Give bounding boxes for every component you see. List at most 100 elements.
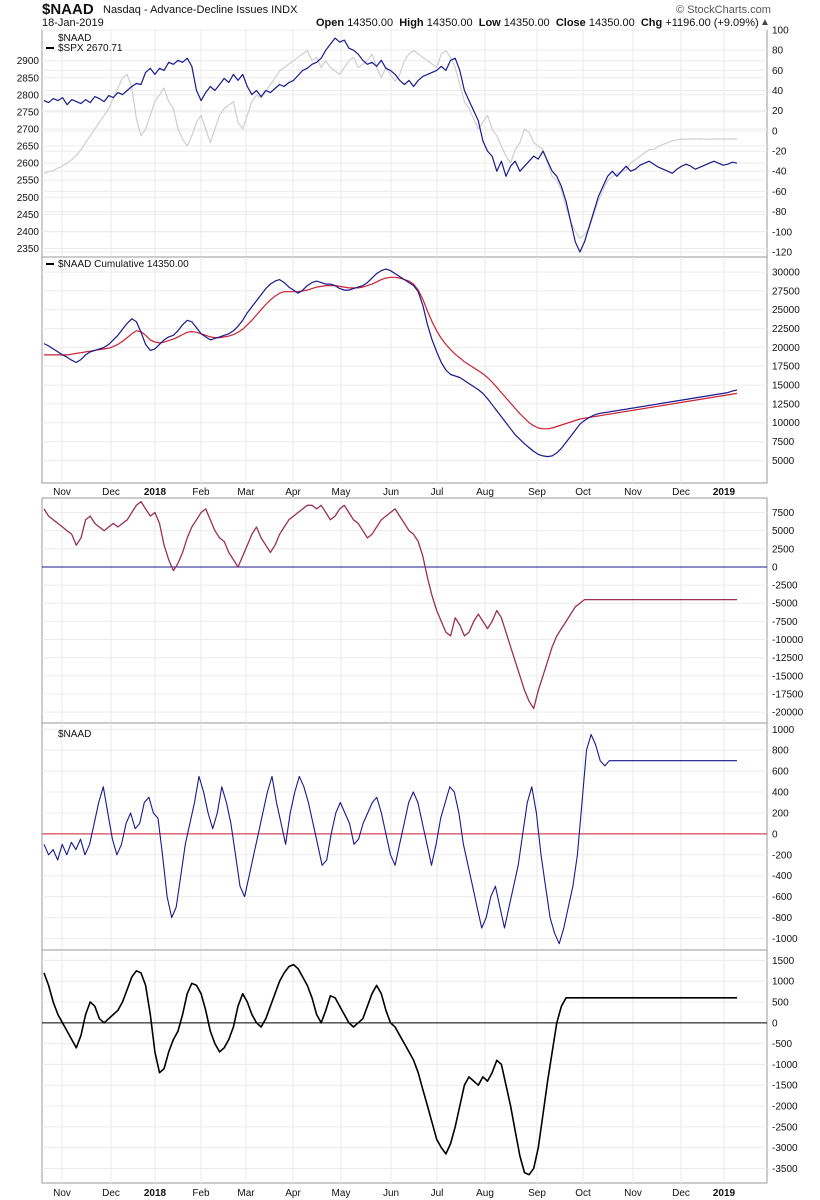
tick-label-right: -2500 [772,581,798,592]
tick-label-right: -15000 [772,671,804,682]
chart-header: $NAAD Nasdaq - Advance-Decline Issues IN… [0,0,820,30]
legend-naad: $NAAD [58,33,91,44]
tick-label-right: -600 [772,892,792,903]
tick-label-right: 25000 [772,305,800,316]
panel-frame-2 [41,256,768,484]
time-axis-label-bottom: Mar [237,1188,255,1199]
tick-label-right: -500 [772,1039,792,1050]
tick-label-right: -200 [772,850,792,861]
tick-label-right: -7500 [772,617,798,628]
tick-label-right: -20 [772,147,787,158]
tick-label-right: -3500 [772,1164,798,1175]
chg-value: +1196.00 (+9.09%) [665,17,759,29]
time-axis-label-top: Dec [672,487,690,498]
time-axis-label-top: Oct [575,487,591,498]
ohlc-readout: Open 14350.00 High 14350.00 Low 14350.00… [316,17,759,29]
tick-label-right: 200 [772,808,789,819]
panel-frame-4 [41,722,768,951]
tick-label-right: -20000 [772,708,804,719]
time-axis-label-top: Apr [285,487,301,498]
collapse-arrow-icon[interactable]: ▲ [760,17,770,28]
time-axis-label-bottom: Nov [53,1188,71,1199]
tick-label-left: 2750 [17,107,40,118]
oscillator-line [43,500,737,710]
low-value: 14350.00 [503,17,550,29]
low-label: Low [478,17,501,29]
tick-label-left: 2500 [17,193,40,204]
time-axis-label-bottom: 2018 [144,1188,167,1199]
close-label: Close [555,17,586,29]
tick-label-right: -3000 [772,1143,798,1154]
cumulative-series-line [43,268,738,458]
tick-label-right: 20000 [772,343,800,354]
tick-label-right: 800 [772,746,789,757]
tick-label-right: 5000 [772,456,795,467]
tick-label-right: 7500 [772,508,795,519]
tick-label-right: 500 [772,998,789,1009]
tick-label-right: -2500 [772,1122,798,1133]
tick-label-right: 100 [772,26,789,37]
tick-label-left: 2700 [17,124,40,135]
tick-label-right: 0 [772,829,778,840]
high-label: High [399,17,424,29]
tick-label-left: 2800 [17,90,40,101]
time-axis-label-bottom: Nov [624,1188,642,1199]
time-axis-label-top: Jul [431,487,444,498]
close-value: 14350.00 [588,17,635,29]
tick-label-right: -400 [772,871,792,882]
tick-label-right: -5000 [772,599,798,610]
cumulative-ma-line [44,276,738,430]
tick-label-right: 27500 [772,286,800,297]
date-label: 18-Jan-2019 [42,17,104,29]
tick-label-right: -12500 [772,653,804,664]
time-axis-label-top: Feb [192,487,210,498]
tick-label-right: 10000 [772,418,800,429]
time-axis-label-bottom: Sep [528,1188,546,1199]
tick-label-right: 80 [772,46,784,57]
time-axis-label-top: Nov [624,487,642,498]
panel-frame-3 [41,497,768,724]
open-value: 14350.00 [347,17,394,29]
tick-label-right: -80 [772,207,787,218]
naad-series-line [43,37,738,253]
legend-spx: $SPX 2670.71 [58,43,123,54]
tick-label-left: 2900 [17,56,40,67]
tick-label-right: 7500 [772,437,795,448]
tick-label-right: -2000 [772,1102,798,1113]
tick-label-right: -120 [772,247,792,258]
brand-label: © StockCharts.com [676,4,771,16]
time-axis-label-bottom: May [332,1188,351,1199]
tick-label-right: -17500 [772,689,804,700]
tick-label-right: -40 [772,167,787,178]
time-axis-label-top: May [332,487,351,498]
time-axis-label-top: Jun [383,487,399,498]
time-axis-label-bottom: Dec [672,1188,690,1199]
time-axis-label-top: Dec [102,487,120,498]
legend-naad-daily: $NAAD [58,729,91,740]
time-axis-label-bottom: Feb [192,1188,210,1199]
tick-label-right: 15000 [772,381,800,392]
tick-label-right: -10000 [772,635,804,646]
tick-label-left: 2850 [17,73,40,84]
open-label: Open [316,17,345,29]
time-axis-label-bottom: Jul [431,1188,444,1199]
time-axis-label-bottom: Jun [383,1188,399,1199]
chg-label: Chg [640,17,663,29]
tick-label-right: -1000 [772,934,798,945]
time-axis-label-top: Nov [53,487,71,498]
tick-label-left: 2450 [17,210,40,221]
tick-label-right: 0 [772,126,778,137]
time-axis-label-bottom: Dec [102,1188,120,1199]
tick-label-right: 2500 [772,544,795,555]
tick-label-right: 12500 [772,399,800,410]
tick-label-left: 2400 [17,227,40,238]
time-axis-label-top: 2018 [144,487,167,498]
tick-label-right: 1000 [772,977,795,988]
panel-frame-1 [41,29,768,258]
tick-label-right: 600 [772,767,789,778]
symbol-title: $NAAD [42,1,94,18]
legend-cumulative: $NAAD Cumulative 14350.00 [58,259,189,270]
time-axis-label-top: 2019 [713,487,736,498]
tick-label-left: 2550 [17,176,40,187]
tick-label-right: 0 [772,1018,778,1029]
